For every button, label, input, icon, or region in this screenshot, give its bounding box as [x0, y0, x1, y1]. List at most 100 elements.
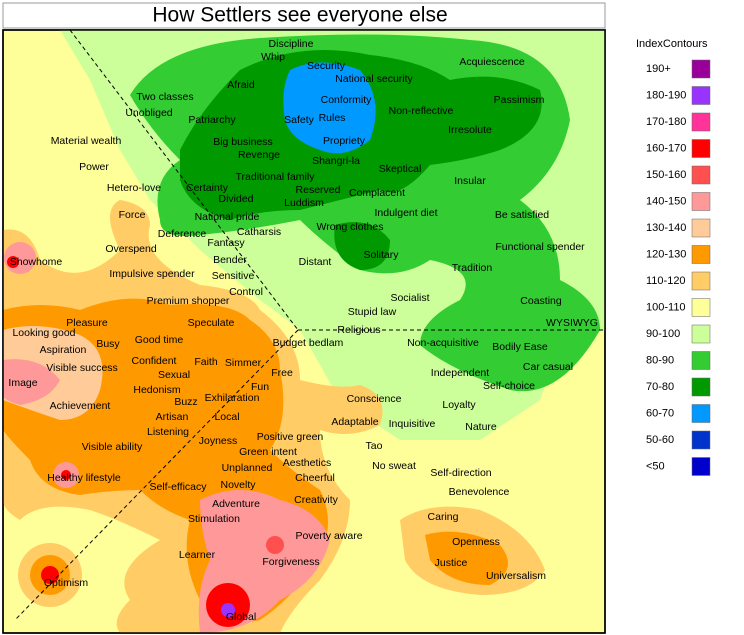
word-label: Traditional family: [236, 171, 316, 183]
word-label: Overspend: [105, 243, 157, 255]
word-label: Luddism: [284, 197, 324, 209]
word-label: Religious: [337, 324, 380, 336]
word-label: Coasting: [520, 295, 562, 307]
word-label: Fantasy: [207, 237, 245, 249]
word-label: Non-reflective: [389, 105, 454, 117]
word-label: Artisan: [156, 411, 189, 423]
legend-label: 110-120: [646, 275, 686, 287]
word-label: Indulgent diet: [374, 207, 437, 219]
word-label: Security: [307, 60, 346, 72]
legend-swatch: [691, 86, 711, 105]
legend-label: 80-90: [646, 354, 674, 366]
contour-map: [2, 29, 606, 634]
word-label: Local: [214, 411, 239, 423]
legend-label: 90-100: [646, 328, 680, 340]
word-label: Pleasure: [66, 317, 108, 329]
title: How Settlers see everyone else: [152, 4, 447, 27]
legend-swatch: [691, 218, 711, 238]
word-label: Fun: [251, 381, 269, 393]
word-label: Insular: [454, 175, 486, 187]
word-label: Revenge: [238, 149, 280, 161]
legend-label: 70-80: [646, 381, 674, 393]
word-label: National pride: [195, 211, 260, 223]
legend-swatch: [691, 351, 711, 370]
legend-label: 60-70: [646, 407, 674, 419]
word-label: Free: [271, 367, 293, 379]
word-label: Irresolute: [448, 124, 492, 136]
word-label: Forgiveness: [262, 556, 319, 568]
legend-label: 150-160: [646, 169, 686, 181]
word-label: Conformity: [321, 94, 373, 106]
word-label: Adaptable: [331, 416, 378, 428]
word-label: Nature: [465, 421, 497, 433]
word-label: Aspiration: [40, 344, 87, 356]
word-label: Novelty: [220, 479, 256, 491]
word-label: Caring: [428, 511, 459, 523]
word-label: Green intent: [239, 446, 297, 458]
word-label: Passimism: [494, 94, 545, 106]
word-label: Complacent: [349, 187, 405, 199]
word-label: Independent: [431, 367, 489, 379]
word-label: Budget bedlam: [273, 337, 344, 349]
word-label: Busy: [96, 338, 120, 350]
word-label: Functional spender: [495, 241, 585, 253]
legend-swatch: [691, 112, 711, 132]
word-label: Visible ability: [82, 441, 143, 453]
word-label: Buzz: [174, 396, 197, 408]
word-label: Propriety: [323, 135, 366, 147]
word-label: Inquisitive: [389, 418, 436, 430]
legend-label: 130-140: [646, 222, 686, 234]
legend-swatch: [691, 377, 711, 397]
word-label: Image: [8, 377, 37, 389]
word-label: Conscience: [347, 393, 402, 405]
word-label: Healthy lifestyle: [47, 472, 121, 484]
word-label: Speculate: [188, 317, 235, 329]
word-label: Divided: [218, 193, 253, 205]
word-label: Global: [226, 611, 256, 623]
word-label: Certainty: [186, 182, 229, 194]
word-label: Socialist: [390, 292, 429, 304]
legend-swatch: [691, 192, 711, 211]
word-label: Self-choice: [483, 380, 535, 392]
word-label: No sweat: [372, 460, 416, 472]
word-label: Deference: [158, 228, 207, 240]
word-label: Afraid: [227, 79, 255, 91]
word-label: Joyness: [199, 435, 238, 447]
word-label: Shangri-la: [312, 155, 360, 167]
word-label: Justice: [435, 557, 468, 569]
word-label: Learner: [179, 549, 216, 561]
word-label: Visible success: [46, 362, 118, 374]
word-label: Two classes: [136, 91, 193, 103]
word-label: Distant: [299, 256, 332, 268]
legend-swatch: [691, 245, 711, 264]
legend-title: IndexContours: [636, 38, 708, 50]
word-label: Force: [119, 209, 146, 221]
legend-swatch: [691, 139, 711, 158]
word-label: Skeptical: [379, 163, 422, 175]
word-label: Tradition: [452, 262, 493, 274]
word-label: Car casual: [523, 361, 573, 373]
title-box: [2, 2, 606, 29]
legend-label: 160-170: [646, 142, 686, 154]
word-label: Safety: [284, 114, 315, 126]
legend: 190+ 180-190 170-180 160-170 150-160 140-150 1…: [646, 59, 711, 476]
legend-swatch: [691, 271, 711, 291]
word-label: WYSIWYG: [546, 317, 598, 329]
word-label: Achievement: [50, 400, 111, 412]
word-label: Unplanned: [222, 462, 273, 474]
word-label: Big business: [213, 136, 273, 148]
word-label: Benevolence: [449, 486, 510, 498]
word-label: Premium shopper: [147, 295, 230, 307]
word-label: Poverty aware: [295, 530, 362, 542]
word-label: Self-efficacy: [150, 481, 208, 493]
word-label: Solitary: [363, 249, 399, 261]
legend-label: 120-130: [646, 248, 686, 260]
word-label: Non-acquisitive: [407, 337, 479, 349]
word-label: Optimism: [44, 577, 89, 589]
legend-swatch: [691, 430, 711, 450]
legend-swatch: [691, 59, 711, 79]
word-label: Discipline: [269, 38, 314, 50]
word-label: Control: [229, 286, 263, 298]
word-label: Sexual: [158, 369, 190, 381]
